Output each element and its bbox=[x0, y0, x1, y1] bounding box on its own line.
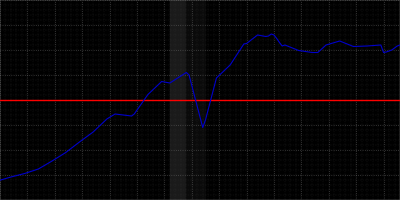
Bar bbox=[170, 0, 186, 200]
Bar bbox=[186, 0, 206, 200]
